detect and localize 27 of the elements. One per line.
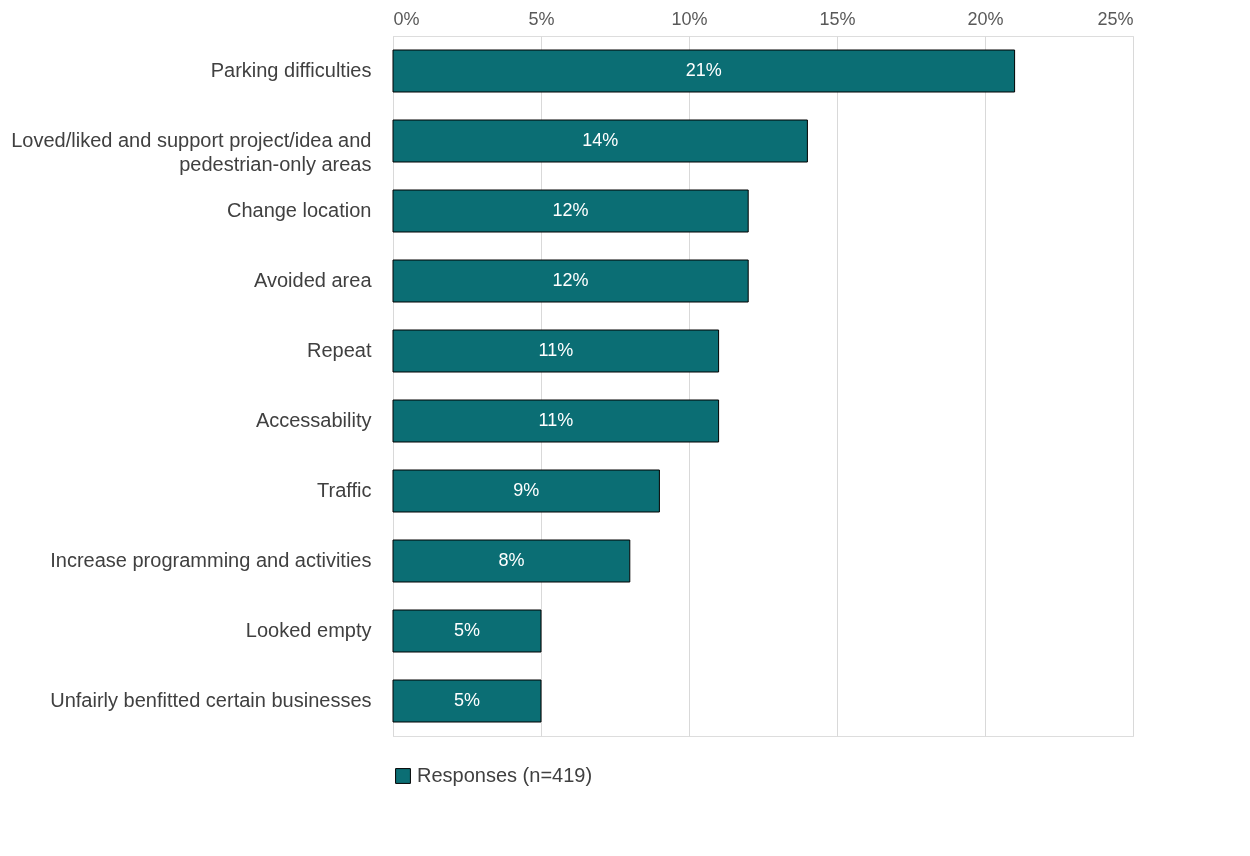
data-label: 11%	[538, 340, 574, 360]
x-tick-label: 20%	[967, 8, 1004, 29]
y-tick-label: Looked empty	[245, 619, 372, 641]
x-tick-label: 25%	[1097, 8, 1134, 29]
data-label: 14%	[582, 130, 619, 150]
y-tick-label: Loved/liked and support project/idea and pedestrian-only areas	[11, 129, 372, 175]
data-label: 8%	[498, 550, 525, 570]
data-label: 5%	[453, 690, 481, 710]
data-label: 9%	[513, 480, 540, 500]
y-tick-label: Parking difficulties	[210, 59, 372, 81]
y-tick-label: Avoided area	[254, 269, 373, 291]
data-label: 12%	[552, 200, 589, 220]
y-tick-label: Traffic	[317, 479, 372, 501]
x-tick-label: 10%	[671, 8, 708, 29]
x-tick-label: 5%	[528, 8, 555, 29]
y-tick-label: Change location	[226, 199, 372, 221]
data-label: 5%	[453, 620, 481, 640]
legend-label: Responses (n=419)	[417, 764, 593, 786]
y-tick-label: Accessability	[255, 409, 372, 431]
y-tick-label: Increase programming and activities	[50, 549, 372, 571]
x-tick-label: 0%	[393, 8, 420, 29]
x-tick-label: 15%	[819, 8, 856, 29]
data-label: 11%	[538, 410, 574, 430]
y-tick-label: Repeat	[307, 339, 372, 361]
y-tick-label: Unfairly benfitted certain businesses	[50, 689, 372, 711]
data-label: 21%	[685, 60, 722, 80]
data-label: 12%	[552, 270, 589, 290]
